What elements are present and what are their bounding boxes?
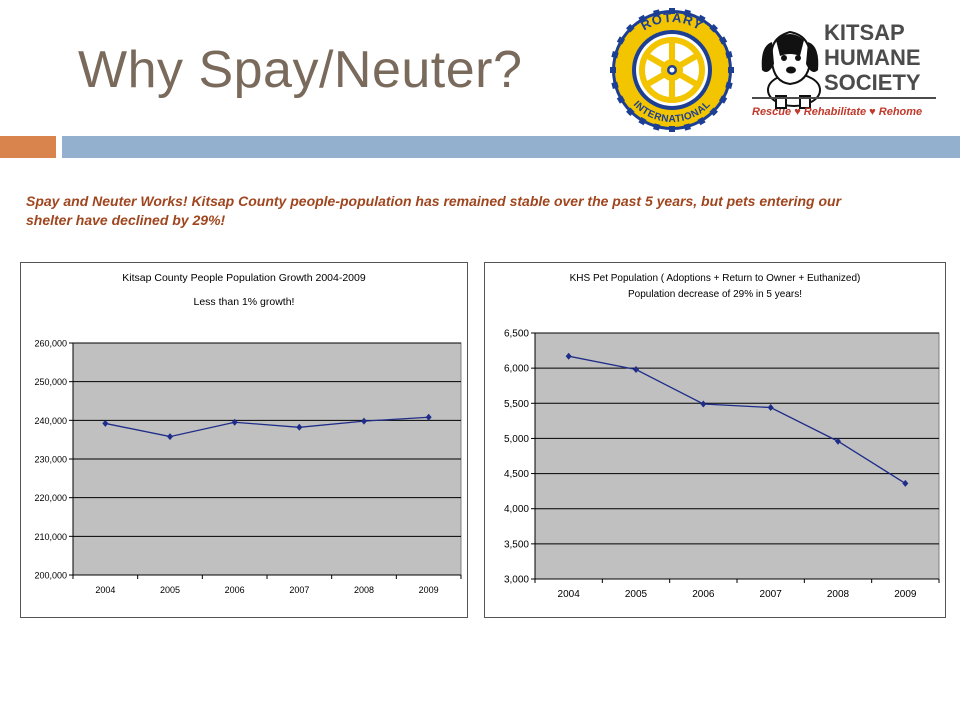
y-tick-label: 3,000 [504,575,529,586]
series-line [568,355,906,484]
puppy-icon [761,30,821,109]
x-tick-label: 2007 [760,589,783,600]
x-tick-label: 2009 [894,589,917,600]
x-tick-label: 2004 [95,585,115,595]
y-tick-label: 4,500 [504,469,529,480]
data-point [231,418,238,426]
y-tick-label: 5,500 [504,399,529,410]
chart-title: Kitsap County People Population Growth 2… [122,272,366,284]
chart-subtitle: Less than 1% growth! [194,296,295,308]
pet-population-chart: KHS Pet Population ( Adoptions + Return … [484,262,946,618]
chart-subtitle: Population decrease of 29% in 5 years! [628,289,802,300]
x-tick-label: 2006 [225,585,245,595]
data-point [167,433,173,441]
plot-area [534,332,940,580]
data-point [296,423,303,431]
y-tick-label: 6,500 [504,329,529,340]
y-tick-label: 200,000 [34,571,67,581]
y-tick-label: 3,500 [504,539,529,550]
x-tick-label: 2005 [160,585,180,595]
x-tick-label: 2004 [558,589,581,600]
y-tick-label: 220,000 [34,493,67,503]
rotary-wheel-icon [639,37,705,103]
series-line [105,416,429,438]
y-tick-label: 5,000 [504,434,529,445]
x-tick-label: 2007 [289,585,309,595]
data-point [700,400,707,408]
data-point [425,413,432,421]
khs-line2: HUMANE [824,45,921,70]
kitsap-humane-society-logo: KITSAP HUMANE SOCIETY Rescue ♥ Rehabilit… [750,18,940,122]
data-point [633,366,639,374]
data-point [361,417,367,425]
y-tick-label: 240,000 [34,416,67,426]
khs-line3: SOCIETY [824,70,921,95]
khs-line1: KITSAP [824,20,905,45]
khs-tagline: Rescue ♥ Rehabilitate ♥ Rehome [752,106,922,118]
chart-title: KHS Pet Population ( Adoptions + Return … [570,273,861,284]
y-tick-label: 210,000 [34,532,67,542]
x-tick-label: 2005 [625,589,648,600]
x-tick-label: 2008 [827,589,850,600]
data-point [102,419,109,427]
accent-bar-orange [0,136,56,158]
rotary-top-text: ROTARY [638,10,705,34]
data-point [565,352,572,360]
data-point [835,437,841,445]
x-tick-label: 2009 [419,585,439,595]
accent-bar-blue [62,136,960,158]
rotary-logo: ROTARY INTERNATIONAL [610,8,734,132]
y-tick-label: 260,000 [34,339,67,349]
slide-subtitle: Spay and Neuter Works! Kitsap County peo… [26,193,842,228]
y-tick-label: 4,000 [504,504,529,515]
svg-text:ROTARY: ROTARY [638,10,706,34]
y-tick-label: 230,000 [34,455,67,465]
x-tick-label: 2006 [692,589,715,600]
data-point [767,404,774,412]
slide-title: Why Spay/Neuter? [78,41,523,99]
y-tick-label: 6,000 [504,364,529,375]
y-tick-label: 250,000 [34,377,67,387]
data-point [902,479,909,487]
x-tick-label: 2008 [354,585,374,595]
people-population-chart: Kitsap County People Population Growth 2… [20,262,468,618]
